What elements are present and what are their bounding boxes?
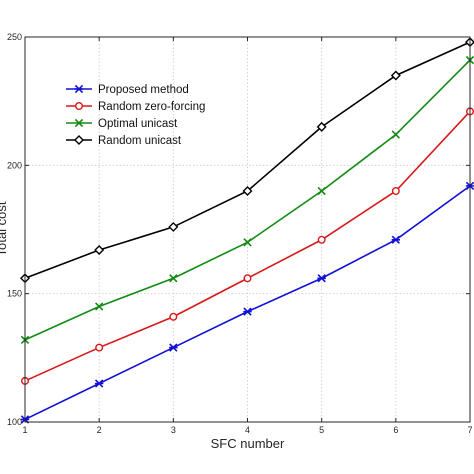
data-point-circle <box>391 186 400 195</box>
x-tick-label: 7 <box>467 425 472 435</box>
data-point-diamond <box>94 245 105 256</box>
data-point-asterisk <box>243 307 252 316</box>
series-layer <box>20 37 474 424</box>
legend-item-4: Random unicast <box>66 135 182 147</box>
data-point-diamond <box>242 186 253 196</box>
y-tick-label: 150 <box>7 289 22 299</box>
legend: Proposed method Random zero-forcing Optima… <box>66 84 205 147</box>
y-tick-label: 100 <box>7 417 22 427</box>
data-point-diamond <box>316 121 327 132</box>
data-point-x <box>243 238 252 247</box>
legend-label: Optimal unicast <box>98 118 178 130</box>
data-point-diamond <box>390 70 401 81</box>
legend-label: Proposed method <box>98 84 189 96</box>
data-point-x <box>95 302 104 311</box>
x-tick-label: 4 <box>245 425 250 435</box>
data-point-asterisk <box>391 235 401 244</box>
x-tick-label: 2 <box>97 425 102 435</box>
data-point-x <box>74 118 84 128</box>
series-4 <box>20 37 474 284</box>
data-point-circle <box>169 312 178 321</box>
data-point-circle <box>95 343 104 352</box>
data-point-diamond <box>168 221 179 232</box>
x-axis-label: SFC number <box>211 436 285 451</box>
data-point-asterisk <box>169 343 178 352</box>
data-point-asterisk <box>74 84 84 94</box>
data-point-asterisk <box>317 274 326 283</box>
data-point-diamond <box>74 135 84 145</box>
ticks: 1 2 3 4 5 6 7 100 150 200 250 <box>7 32 473 435</box>
series-2 <box>21 107 474 385</box>
x-tick-label: 5 <box>319 425 324 435</box>
legend-label: Random unicast <box>98 135 182 147</box>
data-point-circle <box>243 274 252 283</box>
x-tick-label: 3 <box>171 425 176 435</box>
legend-label: Random zero-forcing <box>98 101 205 113</box>
x-tick-label: 1 <box>22 425 27 435</box>
legend-item-3: Optimal unicast <box>66 118 178 130</box>
data-point-asterisk <box>94 379 104 388</box>
data-point-x <box>391 130 400 139</box>
series-3 <box>20 55 474 345</box>
y-tick-label: 250 <box>7 32 22 42</box>
data-point-x <box>317 186 326 196</box>
data-point-circle <box>317 235 326 244</box>
y-axis-label: Total cost <box>0 201 9 256</box>
x-tick-label: 6 <box>393 425 398 435</box>
legend-item-2: Random zero-forcing <box>66 101 205 113</box>
y-tick-label: 200 <box>7 160 22 170</box>
data-point-x <box>169 274 178 283</box>
data-point-circle <box>74 101 83 110</box>
legend-item-1: Proposed method <box>66 84 189 96</box>
